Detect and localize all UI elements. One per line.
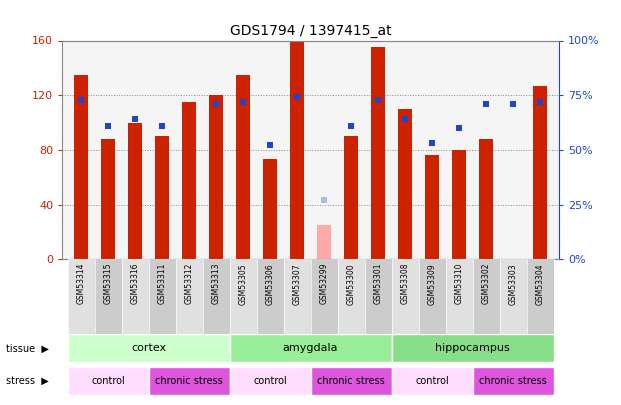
Text: GSM53300: GSM53300: [347, 263, 355, 305]
Bar: [365, 259, 391, 334]
Bar: [499, 259, 527, 334]
Text: stress  ▶: stress ▶: [6, 376, 49, 386]
Bar: [176, 259, 202, 334]
Text: GSM53311: GSM53311: [158, 263, 166, 304]
Text: GSM53313: GSM53313: [212, 263, 220, 305]
Bar: [533, 85, 548, 259]
Bar: [230, 367, 310, 395]
Bar: [181, 102, 196, 259]
Bar: [473, 259, 499, 334]
Text: GSM53304: GSM53304: [535, 263, 545, 305]
Text: GSM53302: GSM53302: [481, 263, 491, 305]
Bar: [391, 259, 419, 334]
Bar: [127, 123, 142, 259]
Bar: [122, 259, 148, 334]
Text: control: control: [91, 376, 125, 386]
Bar: [284, 259, 310, 334]
Text: GSM53316: GSM53316: [130, 263, 140, 305]
Bar: [473, 367, 553, 395]
Text: GSM53299: GSM53299: [319, 263, 329, 305]
Bar: [419, 259, 445, 334]
Text: chronic stress: chronic stress: [479, 376, 547, 386]
Bar: [317, 225, 332, 259]
Bar: [235, 75, 250, 259]
Title: GDS1794 / 1397415_at: GDS1794 / 1397415_at: [230, 24, 391, 38]
Text: GSM53308: GSM53308: [401, 263, 409, 305]
Text: tissue  ▶: tissue ▶: [6, 343, 49, 353]
Text: control: control: [415, 376, 449, 386]
Text: control: control: [253, 376, 287, 386]
Text: hippocampus: hippocampus: [435, 343, 510, 353]
Bar: [155, 136, 170, 259]
Bar: [310, 259, 337, 334]
Bar: [68, 334, 230, 362]
Bar: [527, 259, 553, 334]
Bar: [148, 259, 176, 334]
Bar: [391, 334, 553, 362]
Text: GSM53301: GSM53301: [373, 263, 383, 305]
Bar: [256, 259, 284, 334]
Bar: [94, 259, 122, 334]
Bar: [202, 259, 230, 334]
Text: GSM53306: GSM53306: [266, 263, 274, 305]
Bar: [397, 109, 412, 259]
Bar: [73, 75, 88, 259]
Bar: [343, 136, 358, 259]
Bar: [101, 139, 116, 259]
Text: GSM53314: GSM53314: [76, 263, 86, 305]
Bar: [337, 259, 365, 334]
Bar: [371, 47, 386, 259]
Text: GSM53315: GSM53315: [104, 263, 112, 305]
Text: amygdala: amygdala: [283, 343, 338, 353]
Bar: [68, 259, 94, 334]
Text: GSM53307: GSM53307: [292, 263, 302, 305]
Text: cortex: cortex: [131, 343, 166, 353]
Bar: [230, 334, 391, 362]
Bar: [425, 156, 440, 259]
Bar: [310, 367, 391, 395]
Text: GSM53312: GSM53312: [184, 263, 194, 304]
Bar: [445, 259, 473, 334]
Bar: [230, 259, 256, 334]
Bar: [289, 40, 304, 259]
Bar: [391, 367, 473, 395]
Text: chronic stress: chronic stress: [155, 376, 223, 386]
Bar: [479, 139, 494, 259]
Bar: [263, 160, 278, 259]
Bar: [451, 150, 466, 259]
Bar: [68, 367, 148, 395]
Text: GSM53309: GSM53309: [427, 263, 437, 305]
Bar: [209, 95, 224, 259]
Text: GSM53310: GSM53310: [455, 263, 463, 305]
Text: GSM53303: GSM53303: [509, 263, 517, 305]
Text: chronic stress: chronic stress: [317, 376, 385, 386]
Text: GSM53305: GSM53305: [238, 263, 248, 305]
Bar: [148, 367, 230, 395]
